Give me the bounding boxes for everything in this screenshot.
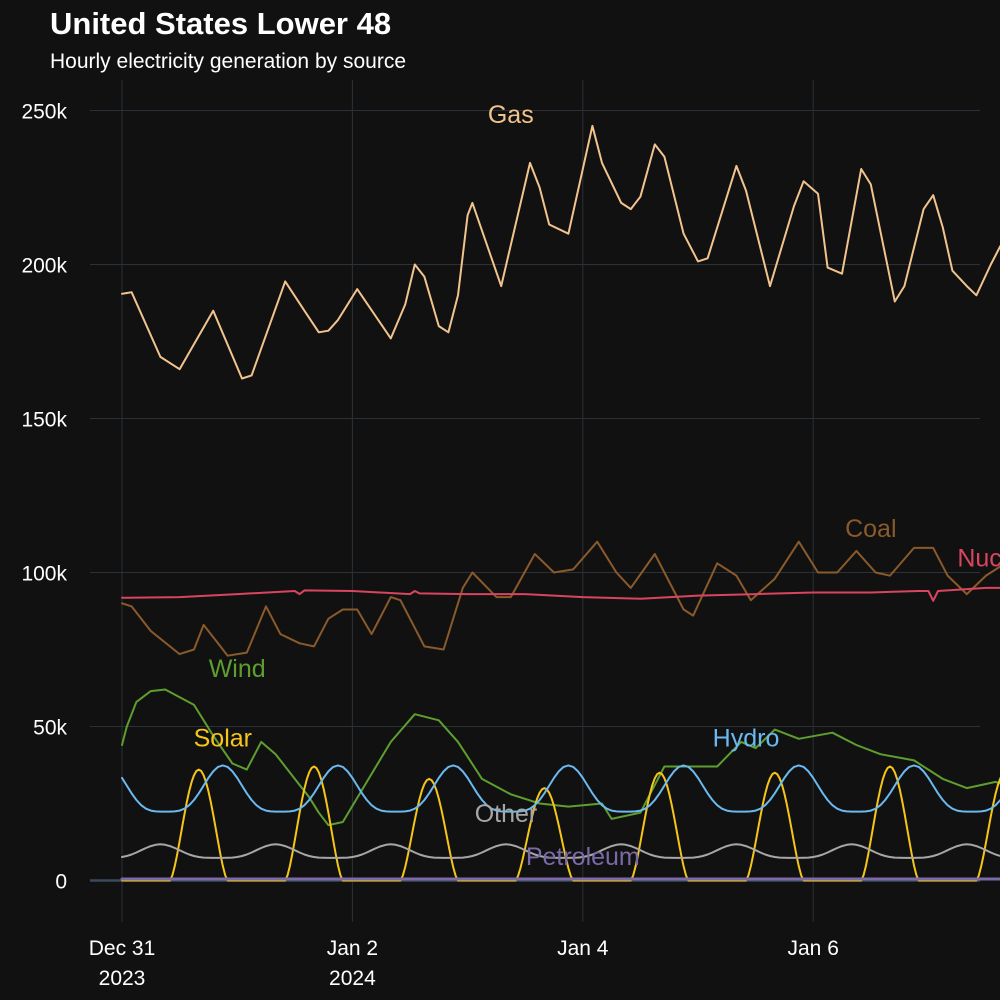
series-label-hydro: Hydro <box>713 725 780 753</box>
series <box>120 124 1000 882</box>
series-line-gas <box>121 124 1000 380</box>
x-tick-sublabel: 2024 <box>329 967 376 990</box>
x-tick-label: Jan 6 <box>788 937 839 960</box>
series-label-wind: Wind <box>209 655 266 683</box>
chart-subtitle: Hourly electricity generation by source <box>50 50 406 73</box>
y-tick-label: 100k <box>21 563 67 586</box>
axes: 0 50k 100k 150k 200k 250k Dec 31 2023 Jan 2 2024 J… <box>21 101 838 991</box>
x-tick-label: Jan 4 <box>557 937 609 960</box>
y-tick-label: 0 <box>55 871 67 894</box>
series-line-other <box>121 843 1000 859</box>
x-tick-sublabel: 2023 <box>99 967 146 990</box>
series-line-wind <box>121 688 1000 827</box>
chart-title: United States Lower 48 <box>50 6 392 41</box>
series-labels: Gas Coal Nuclear Wind Solar Hydro Other Petrole… <box>194 101 1000 871</box>
y-tick-label: 50k <box>33 717 67 740</box>
x-tick-label: Jan 2 <box>327 937 378 960</box>
y-tick-label: 200k <box>21 255 67 278</box>
y-tick-label: 250k <box>21 101 67 124</box>
grid <box>90 80 980 922</box>
series-line-hydro <box>121 764 1000 813</box>
series-line-nuclear <box>121 586 1000 602</box>
series-label-nuclear: Nuclear <box>957 544 1000 572</box>
x-tick-label: Dec 31 <box>89 937 156 960</box>
y-tick-label: 150k <box>21 409 67 432</box>
series-label-other: Other <box>475 800 538 828</box>
series-label-petroleum: Petroleum <box>526 843 640 871</box>
series-line-coal <box>121 540 1000 657</box>
series-label-gas: Gas <box>488 101 534 129</box>
series-label-solar: Solar <box>194 725 252 753</box>
series-label-coal: Coal <box>845 515 896 543</box>
